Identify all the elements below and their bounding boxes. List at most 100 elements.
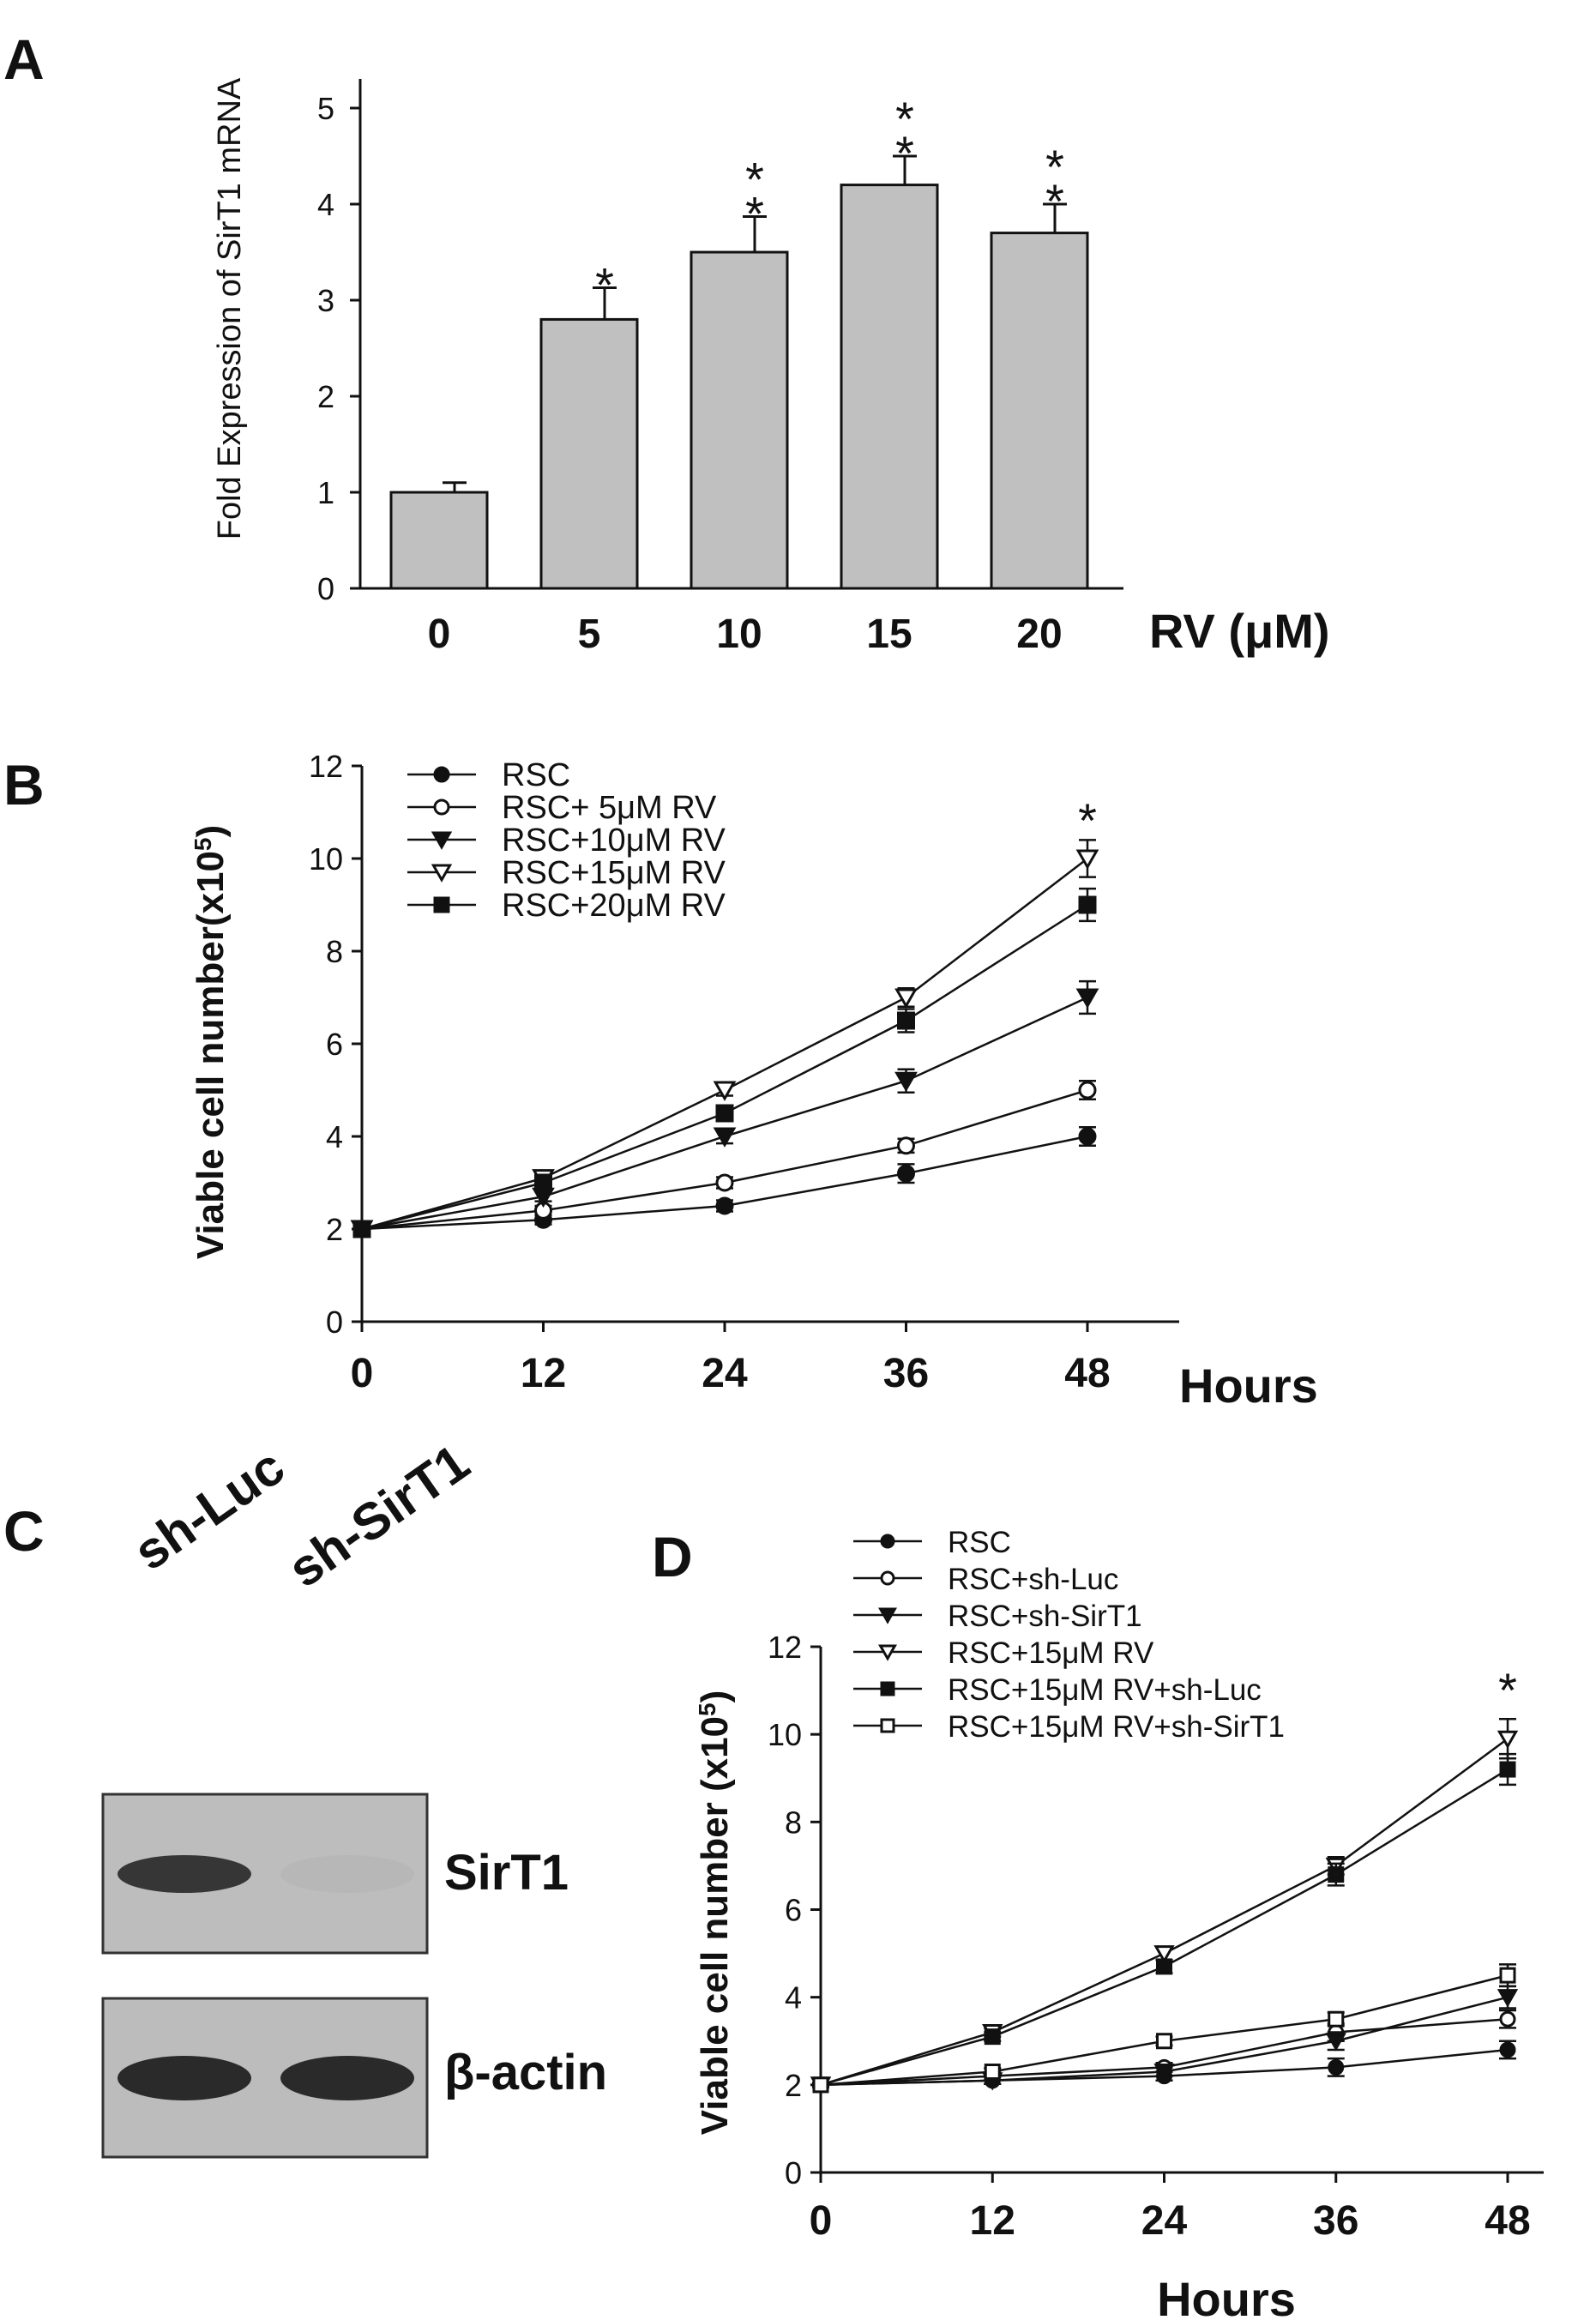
marker-point <box>1328 1866 1345 1883</box>
marker-point <box>1328 2010 1345 2028</box>
blot-band <box>280 2056 414 2100</box>
band-label-actin: β-actin <box>444 2045 607 2100</box>
y-tick-label: 8 <box>785 1805 802 1840</box>
x-tick-label: 12 <box>521 1351 566 1396</box>
marker-point <box>1328 2058 1345 2076</box>
y-tick-label: 2 <box>317 379 334 414</box>
marker-point <box>1499 1967 1516 1984</box>
bar <box>389 491 489 590</box>
x-tick-label: 0 <box>810 2198 833 2244</box>
y-tick-label: 4 <box>326 1119 343 1154</box>
marker-point <box>1075 988 1099 1009</box>
marker-point <box>880 1570 895 1586</box>
marker-point <box>1078 895 1097 914</box>
y-tick-label: 3 <box>317 283 334 318</box>
y-axis-title-text: Viable cell number (x10 <box>694 1716 736 2135</box>
panel-label-d: D <box>652 1525 693 1588</box>
y-axis-title: Fold Expression of SirT1 mRNA <box>212 77 248 539</box>
x-tick-label: 24 <box>1141 2198 1188 2244</box>
y-tick-label: 10 <box>768 1717 802 1752</box>
panel-label-a: A <box>3 27 45 91</box>
marker-point <box>984 2028 1001 2046</box>
y-axis-title-superscript: 5 <box>694 1702 720 1716</box>
marker-point <box>880 1718 895 1733</box>
marker-point <box>1156 2033 1172 2050</box>
marker-point <box>812 2076 829 2094</box>
marker-point <box>534 1173 552 1192</box>
legend-label: RSC+10μM RV <box>502 823 726 859</box>
blot-band <box>280 1855 414 1893</box>
marker-point <box>1497 1989 1519 2008</box>
x-tick-label: 48 <box>1485 2198 1530 2244</box>
x-tick-label: 0 <box>428 612 451 657</box>
marker-point <box>713 1127 737 1148</box>
x-axis-title: RV (μM) <box>1149 604 1330 658</box>
y-tick-label: 0 <box>317 571 334 606</box>
legend-label: RSC <box>948 1526 1011 1559</box>
bar <box>840 184 939 590</box>
marker-point <box>897 1136 915 1155</box>
x-tick-label: 5 <box>578 612 601 657</box>
marker-point <box>878 1607 897 1624</box>
y-tick-label: 6 <box>785 1893 802 1928</box>
bar <box>539 317 639 590</box>
marker-point <box>431 831 453 850</box>
bar <box>990 232 1089 590</box>
marker-point <box>1078 1081 1097 1100</box>
x-axis-title: Hours <box>1157 2272 1296 2320</box>
x-tick-label: 10 <box>716 612 762 657</box>
marker-point <box>1497 1730 1519 1750</box>
marker-point <box>1499 1761 1516 1778</box>
x-axis-title: Hours <box>1179 1359 1318 1413</box>
marker-point <box>894 988 918 1009</box>
blot-bands <box>117 1855 414 2100</box>
marker-point <box>1078 1127 1097 1146</box>
marker-point <box>352 1220 371 1238</box>
marker-point <box>880 1534 895 1549</box>
marker-point <box>433 798 450 816</box>
y-tick-label: 12 <box>768 1630 802 1665</box>
significance-star: * <box>1045 140 1064 194</box>
legend-label: RSC+15μM RV <box>502 855 726 891</box>
marker-point <box>880 1681 895 1696</box>
x-tick-label: 15 <box>866 612 912 657</box>
marker-point <box>713 1081 737 1101</box>
marker-point <box>431 864 453 883</box>
y-axis-title-end: ) <box>694 1690 736 1703</box>
significance-star: * <box>895 126 914 180</box>
x-tick-label: 24 <box>702 1351 748 1396</box>
y-axis-title-text: Viable cell number(x10 <box>190 851 232 1259</box>
y-tick-label: 4 <box>785 1980 802 2016</box>
x-tick-label: 0 <box>351 1351 374 1396</box>
y-axis-title: Viable cell number(x105) <box>190 825 232 1259</box>
y-tick-label: 0 <box>785 2155 802 2190</box>
marker-point <box>1499 2010 1516 2028</box>
x-tick-label: 48 <box>1064 1351 1110 1396</box>
western-blot: sh-Luc sh-SirT1 SirT1 β-actin <box>101 1433 607 2159</box>
marker-point <box>897 1164 915 1183</box>
bar <box>690 250 789 590</box>
marker-point <box>1499 2041 1516 2058</box>
panel-label-c: C <box>3 1499 45 1563</box>
y-axis-title-end: ) <box>190 825 232 838</box>
significance-star: * <box>895 92 914 146</box>
y-tick-label: 12 <box>309 749 343 784</box>
blot-band <box>117 2056 251 2100</box>
marker-point <box>1075 849 1099 870</box>
legend-label: RSC <box>502 757 570 793</box>
y-tick-label: 8 <box>326 934 343 969</box>
marker-point <box>878 1644 897 1661</box>
x-tick-label: 12 <box>970 2198 1015 2244</box>
y-tick-label: 1 <box>317 475 334 510</box>
marker-point <box>433 766 450 783</box>
lane-label-sh-sirt1: sh-SirT1 <box>278 1433 479 1599</box>
y-axis-title: Viable cell number (x105) <box>694 1690 736 2136</box>
y-tick-label: 6 <box>326 1027 343 1062</box>
significance-star: * <box>1078 793 1097 847</box>
x-tick-label: 36 <box>1313 2198 1358 2244</box>
significance-star: * <box>1498 1663 1517 1717</box>
significance-star: * <box>1045 174 1064 228</box>
